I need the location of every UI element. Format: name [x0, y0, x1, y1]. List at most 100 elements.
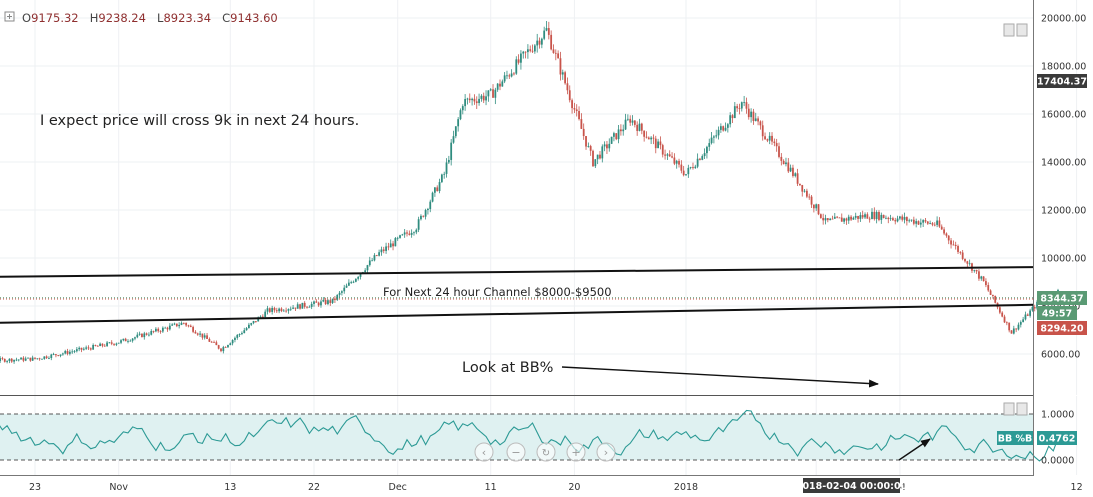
candle-body: [487, 90, 490, 97]
nav-zoom-out-button[interactable]: [506, 442, 526, 462]
candle-body: [473, 98, 476, 102]
indicator-name: BB %B: [998, 434, 1033, 445]
trend-lines[interactable]: [0, 266, 1034, 324]
candle-body: [985, 281, 987, 286]
candle-body: [640, 123, 643, 131]
look-bb-note[interactable]: Look at BB%: [462, 360, 553, 376]
candle-body: [508, 75, 511, 77]
candle-body: [278, 308, 281, 312]
candle-body: [889, 218, 892, 220]
candle-body: [196, 333, 199, 335]
candle-body: [468, 98, 471, 101]
indicator-pane-controls: [1003, 402, 1028, 416]
candle-body: [973, 269, 976, 271]
candle-body: [626, 118, 629, 120]
candle-body: [478, 98, 480, 104]
expectation-note[interactable]: I expect price will cross 9k in next 24 …: [40, 113, 359, 129]
candle-body: [717, 129, 720, 136]
ind-pane-maximize-button[interactable]: [1016, 402, 1028, 416]
arrow-up-indicator[interactable]: [898, 438, 931, 461]
candle-body: [289, 308, 292, 310]
candle-body: [945, 233, 948, 236]
candle-body: [513, 73, 515, 75]
pane-maximize-button[interactable]: [1016, 23, 1028, 37]
candle-body: [443, 173, 446, 175]
candle-body: [17, 359, 20, 361]
candle-body: [610, 136, 613, 144]
candle-body: [933, 224, 936, 226]
candle-body: [947, 235, 950, 241]
candle-body: [778, 146, 780, 157]
nav-scroll-right-button[interactable]: [596, 442, 616, 462]
candle-body: [164, 327, 167, 329]
candle-body: [503, 75, 506, 82]
candle-body: [341, 291, 343, 293]
candle-body: [554, 52, 557, 54]
candle-body: [857, 215, 859, 219]
candle-body: [926, 221, 929, 224]
candle-body: [108, 342, 111, 344]
candle-body: [580, 119, 583, 129]
candle-body: [703, 153, 706, 157]
candle-body: [275, 310, 278, 312]
candle-body: [819, 214, 822, 218]
candle-body: [38, 358, 41, 360]
candle-body: [306, 306, 308, 308]
candle-body: [745, 102, 748, 109]
candle-body: [950, 240, 952, 245]
candle-body: [385, 246, 387, 251]
candle-body: [110, 342, 113, 344]
candle-body: [450, 142, 453, 160]
candle-body: [815, 204, 818, 209]
candle-body: [643, 130, 646, 137]
arrow-to-indicator[interactable]: [561, 366, 879, 388]
nav-zoom-in-button[interactable]: [566, 442, 586, 462]
candle-body: [80, 347, 83, 350]
countdown-tag: 49:57: [1037, 306, 1077, 320]
candle-body: [315, 301, 318, 303]
candle-body: [136, 334, 139, 338]
candle-body: [261, 316, 264, 318]
channel-note[interactable]: For Next 24 hour Channel $8000-$9500: [383, 285, 612, 299]
candle-body: [896, 218, 899, 222]
candle-body: [601, 146, 604, 159]
candle-body: [36, 358, 39, 360]
candle-body: [234, 337, 236, 340]
time-axis[interactable]: 23Nov1322Dec1120201815241226: [29, 482, 1093, 493]
candle-body: [1022, 319, 1025, 323]
candle-body: [238, 334, 241, 335]
price-tick-label: 16000.00: [1041, 110, 1086, 121]
candle-body: [41, 358, 43, 360]
pane-up-button[interactable]: [1003, 23, 1015, 37]
candle-body: [138, 333, 141, 335]
candle-body: [224, 347, 227, 348]
candle-body: [94, 345, 97, 346]
time-tick-label: Nov: [109, 482, 128, 493]
high-prefix: H: [90, 11, 99, 25]
candle-body: [694, 166, 697, 169]
candle-body: [868, 218, 871, 220]
candle-body: [1057, 290, 1059, 292]
candle-body: [22, 357, 25, 361]
ind-pane-up-button[interactable]: [1003, 402, 1015, 416]
expand-icon[interactable]: [4, 11, 15, 22]
candle-body: [824, 218, 827, 221]
candle-body: [794, 173, 797, 176]
candle-body: [3, 359, 6, 362]
candle-body: [389, 243, 392, 248]
candle-body: [706, 146, 708, 154]
indicator-axis[interactable]: 1.0000 0.0000: [1041, 410, 1074, 467]
nav-reset-button[interactable]: [536, 442, 556, 462]
candle-body: [666, 154, 669, 156]
candle-body: [152, 331, 155, 332]
candle-body: [826, 218, 829, 221]
candle-body: [336, 294, 339, 300]
nav-scroll-left-button[interactable]: [474, 442, 494, 462]
trend-line[interactable]: [0, 266, 1034, 278]
candle-body: [259, 316, 262, 318]
candle-body: [159, 331, 162, 332]
candle-body: [592, 150, 594, 167]
trend-line[interactable]: [0, 303, 1034, 324]
candle-body: [589, 146, 592, 151]
